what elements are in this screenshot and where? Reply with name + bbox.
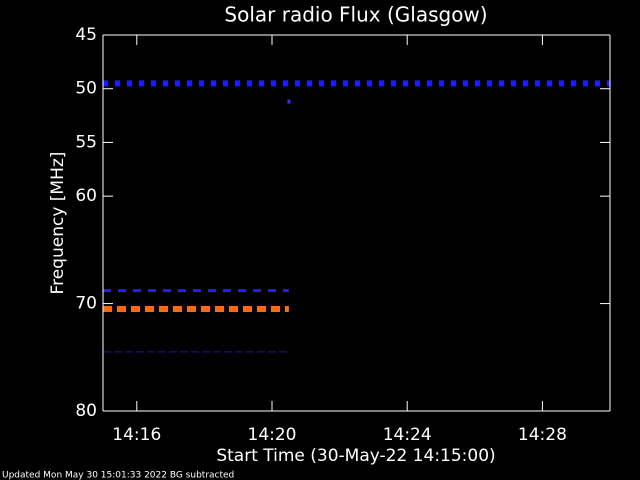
y-tick-label: 50 xyxy=(75,79,97,99)
x-axis-title: Start Time (30-May-22 14:15:00) xyxy=(216,446,495,466)
x-tick-label: 14:20 xyxy=(248,425,297,445)
y-tick-label: 70 xyxy=(75,294,97,314)
y-tick-label: 60 xyxy=(75,186,97,206)
chart-title: Solar radio Flux (Glasgow) xyxy=(224,3,487,27)
emission-point xyxy=(287,99,291,104)
x-tick-label: 14:16 xyxy=(112,425,161,445)
x-tick-label: 14:28 xyxy=(518,425,567,445)
y-axis-title: Frequency [MHz] xyxy=(48,152,68,295)
footer: Updated Mon May 30 15:01:33 2022 BG subt… xyxy=(2,471,234,480)
x-tick-label: 14:24 xyxy=(383,425,432,445)
y-tick-label: 80 xyxy=(75,401,97,421)
plot-area xyxy=(103,35,610,411)
y-tick-label: 55 xyxy=(75,132,97,152)
y-tick-label: 45 xyxy=(75,25,97,45)
